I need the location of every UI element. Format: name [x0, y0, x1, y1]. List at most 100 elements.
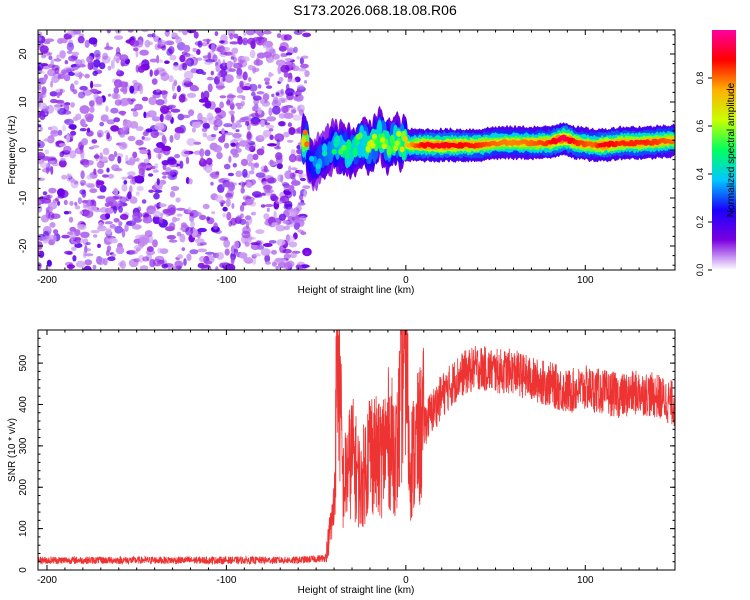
signal-mark [396, 130, 402, 137]
noise-blob [91, 145, 100, 149]
noise-blob [236, 95, 245, 99]
noise-blob [81, 138, 88, 146]
noise-blob [238, 140, 249, 147]
noise-blob [164, 60, 170, 64]
noise-blob [145, 164, 152, 168]
noise-blob [249, 83, 258, 92]
noise-blob [41, 86, 47, 95]
noise-blob [255, 172, 266, 178]
noise-blob [231, 54, 236, 58]
noise-blob [79, 179, 87, 186]
noise-blob [226, 182, 231, 188]
noise-blob [278, 213, 286, 221]
noise-blob [138, 167, 145, 176]
noise-blob [137, 65, 145, 73]
signal-mark [334, 135, 341, 147]
noise-blob [191, 127, 196, 133]
noise-blob [133, 47, 139, 52]
noise-blob [113, 218, 120, 223]
noise-blob [252, 106, 256, 112]
noise-blob [233, 248, 239, 254]
colorbar-strip [712, 30, 736, 270]
noise-blob [211, 211, 216, 215]
noise-blob [107, 65, 112, 71]
noise-blob [283, 131, 290, 138]
noise-blob [298, 193, 304, 201]
noise-blob [283, 225, 290, 231]
noise-blob [187, 178, 193, 185]
noise-blob [109, 238, 118, 244]
noise-blob [118, 81, 128, 88]
noise-blob [174, 35, 180, 40]
noise-blob [105, 228, 112, 235]
noise-blob [230, 217, 237, 226]
noise-blob [116, 68, 121, 75]
noise-blob [113, 205, 117, 214]
noise-blob [48, 239, 55, 246]
noise-blob [85, 242, 91, 246]
noise-blob [95, 53, 101, 60]
noise-blob [219, 95, 227, 99]
noise-blob [96, 160, 105, 169]
noise-blob [131, 224, 142, 230]
noise-blob [253, 59, 264, 66]
y-tick-label: 10 [18, 96, 29, 108]
noise-blob [260, 119, 266, 128]
noise-blob [158, 41, 169, 45]
noise-blob [91, 65, 99, 70]
signal-mark [344, 148, 350, 160]
noise-blob [113, 53, 122, 62]
noise-blob [111, 92, 119, 100]
colorbar-ticks: 0.0 0.2 0.4 0.6 0.8 [695, 72, 712, 277]
noise-blob [235, 142, 240, 150]
colorbar-tick-label: 0.6 [695, 120, 705, 133]
noise-blob [166, 235, 176, 240]
noise-blob [278, 121, 286, 127]
noise-blob [229, 33, 234, 40]
noise-blob [75, 59, 83, 67]
noise-blob [135, 139, 144, 146]
noise-blob [189, 212, 194, 217]
noise-blob [176, 231, 182, 237]
noise-blob [268, 240, 277, 244]
noise-blob [187, 206, 192, 214]
noise-blob [97, 243, 101, 248]
noise-blob [58, 189, 69, 198]
noise-blob [201, 262, 205, 269]
noise-blob [104, 207, 114, 215]
noise-blob [291, 180, 301, 186]
colorbar-tick-label: 0.0 [695, 264, 705, 277]
noise-blob [300, 231, 307, 236]
noise-blob [247, 37, 256, 45]
noise-blob [154, 255, 165, 263]
noise-blob [186, 138, 196, 146]
noise-blob [263, 213, 270, 220]
noise-blob [75, 260, 86, 268]
noise-blob [167, 156, 176, 163]
snr-y-ticks: 0 100 200 300 400 500 [18, 329, 675, 573]
noise-blob [66, 42, 75, 52]
noise-blob [210, 133, 217, 138]
noise-blob [284, 58, 293, 62]
noise-blob [202, 103, 211, 107]
noise-blob [272, 105, 281, 115]
noise-blob [160, 212, 164, 218]
noise-blob [69, 231, 76, 241]
signal-mark [380, 136, 386, 143]
noise-blob [61, 174, 68, 180]
noise-blob [219, 40, 225, 44]
noise-blob [129, 249, 139, 255]
noise-blob [99, 121, 105, 127]
noise-blob [202, 132, 208, 138]
noise-blob [246, 236, 256, 240]
noise-blob [193, 141, 202, 145]
noise-blob [281, 105, 289, 114]
noise-blob [153, 192, 160, 200]
noise-blob [76, 239, 81, 244]
noise-blob [66, 174, 72, 179]
noise-blob [230, 114, 235, 123]
noise-blob [69, 177, 75, 183]
noise-blob [121, 176, 128, 180]
signal-mark [304, 141, 310, 148]
noise-blob [266, 85, 273, 89]
